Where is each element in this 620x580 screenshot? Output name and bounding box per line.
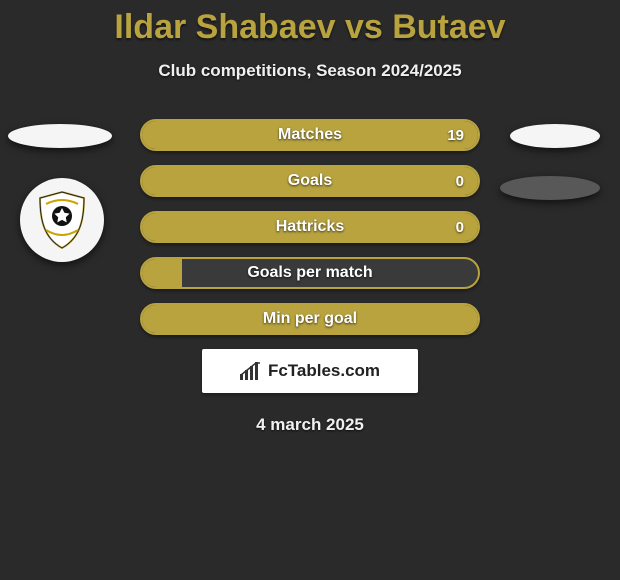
stat-value: 19 — [447, 127, 464, 144]
stat-row: Goals per match — [0, 257, 620, 289]
brand-box[interactable]: FcTables.com — [202, 349, 418, 393]
stat-row: Min per goal — [0, 303, 620, 335]
stat-bar: Hattricks 0 — [140, 211, 480, 243]
stat-label: Goals — [288, 172, 332, 190]
brand-text: FcTables.com — [268, 361, 380, 381]
stat-label: Matches — [278, 126, 342, 144]
stat-value: 0 — [456, 173, 464, 190]
stat-bar: Matches 19 — [140, 119, 480, 151]
page-title: Ildar Shabaev vs Butaev — [0, 0, 620, 47]
stat-bar: Goals per match — [140, 257, 480, 289]
player-left-ellipse — [8, 124, 112, 148]
stat-bar: Goals 0 — [140, 165, 480, 197]
stat-label: Min per goal — [263, 310, 357, 328]
bar-chart-icon — [240, 362, 262, 380]
stat-label: Goals per match — [247, 264, 372, 282]
stat-value: 0 — [456, 219, 464, 236]
date-text: 4 march 2025 — [0, 415, 620, 435]
player-right-shadow-ellipse — [500, 176, 600, 200]
subtitle: Club competitions, Season 2024/2025 — [0, 61, 620, 81]
stat-bar: Min per goal — [140, 303, 480, 335]
player-right-ellipse — [510, 124, 600, 148]
stat-label: Hattricks — [276, 218, 344, 236]
club-badge — [20, 178, 104, 262]
shield-icon — [36, 190, 88, 250]
stat-bar-fill — [142, 259, 182, 287]
